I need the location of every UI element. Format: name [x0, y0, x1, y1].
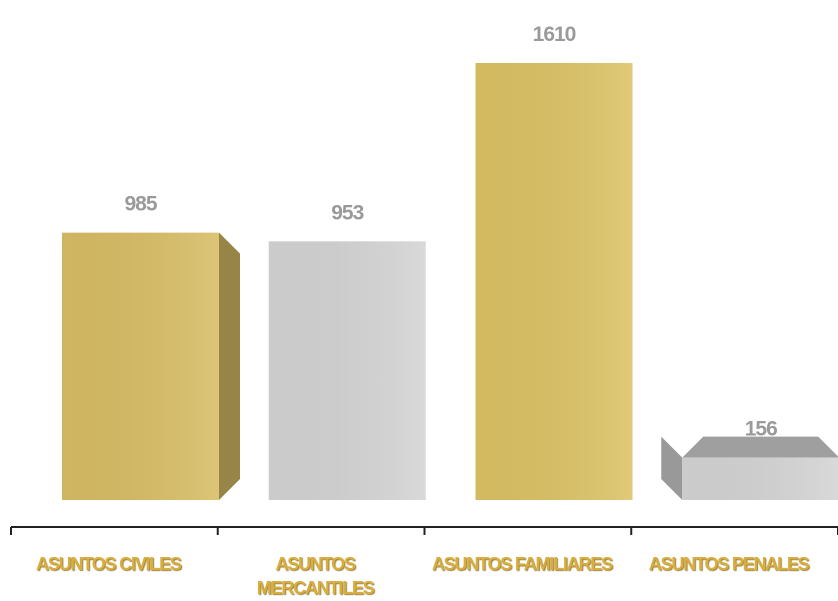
x-tick-label: ASUNTOS CIVILES: [36, 554, 182, 574]
x-tick-label: ASUNTOS FAMILIARES: [431, 554, 613, 574]
bar-gloss: [62, 232, 219, 500]
value-label: 156: [745, 418, 777, 441]
bar-gloss: [268, 241, 426, 501]
x-tick-label: ASUNTOS PENALES: [648, 554, 810, 574]
bar-side: [661, 436, 683, 500]
bar-gloss: [682, 457, 838, 500]
bar-side: [219, 232, 240, 500]
value-label: 953: [331, 201, 363, 224]
value-label: 985: [124, 193, 157, 216]
value-label: 1610: [533, 23, 576, 46]
bar-gloss: [475, 63, 633, 500]
x-tick-label: ASUNTOS MERCANTILES: [256, 554, 375, 598]
bar-top: [682, 436, 838, 458]
